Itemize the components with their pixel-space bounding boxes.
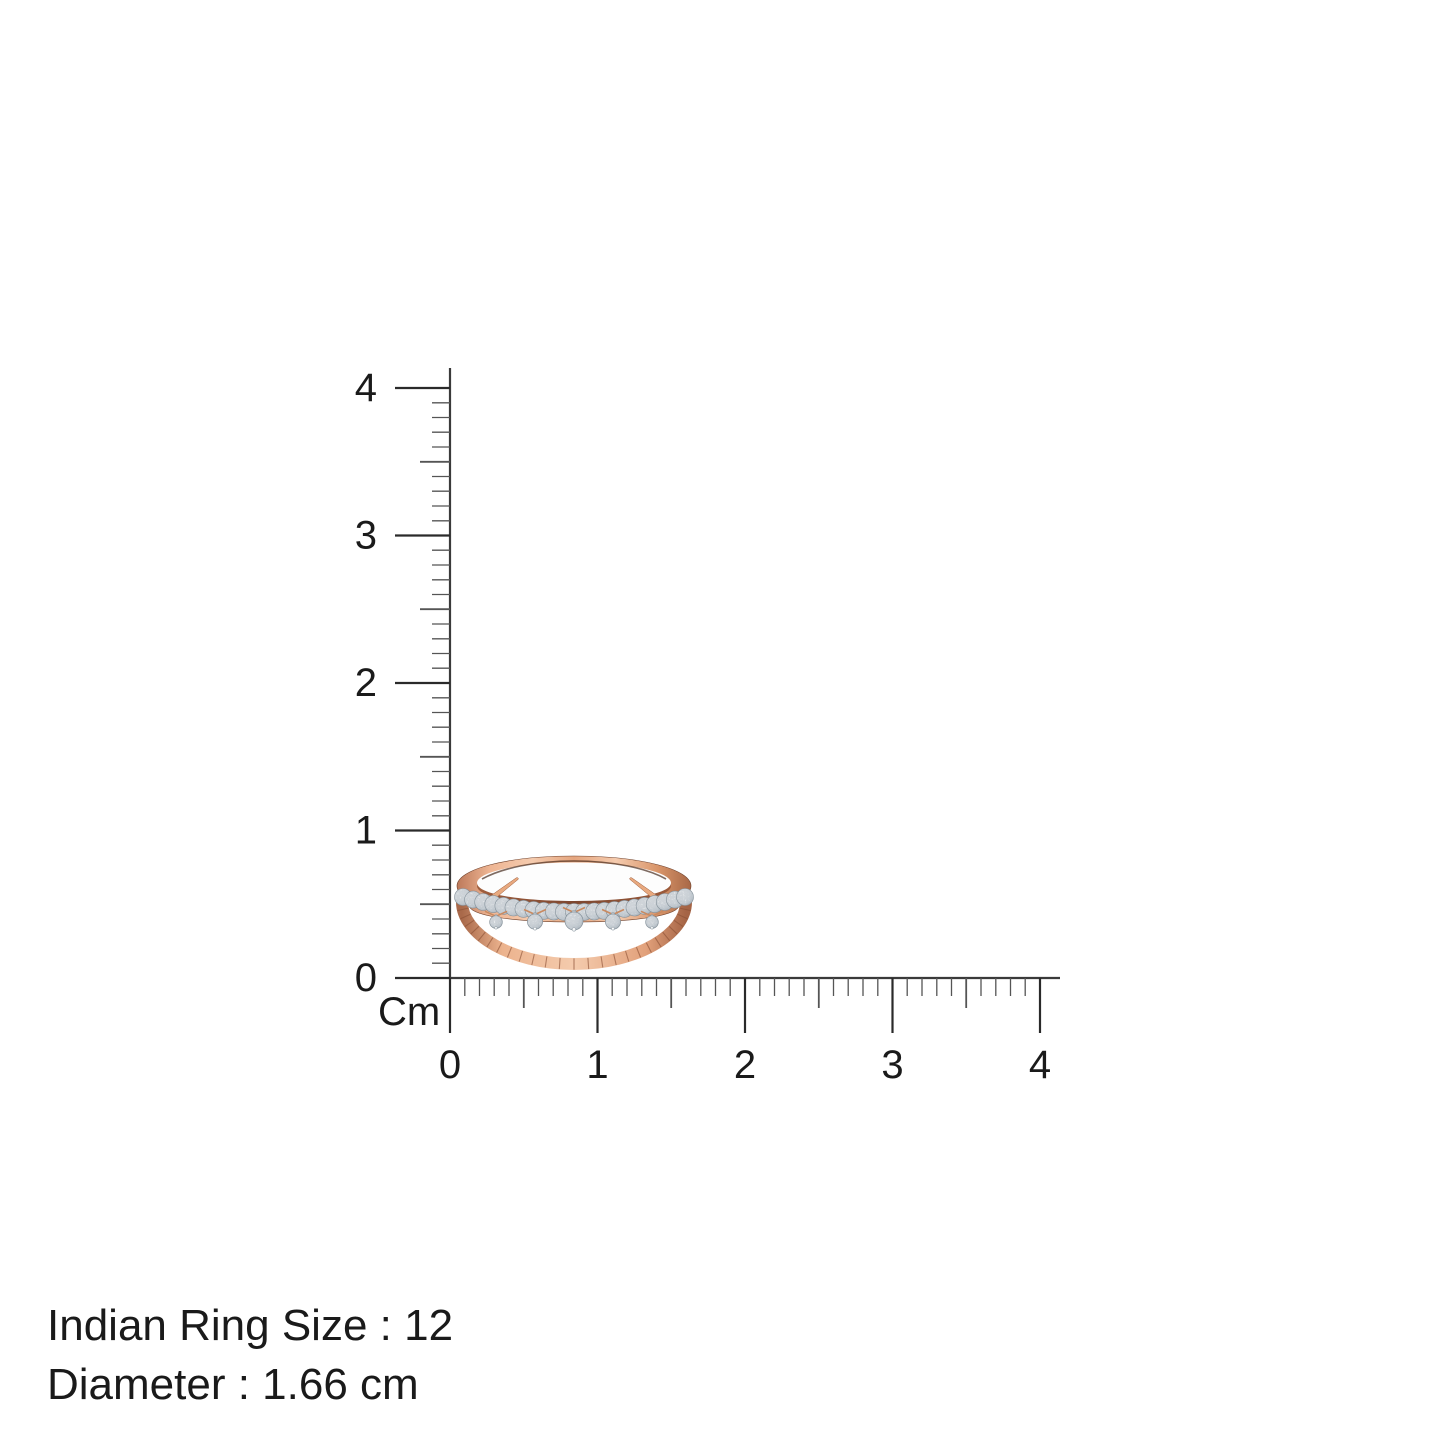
svg-text:Cm: Cm bbox=[378, 990, 440, 1034]
svg-text:4: 4 bbox=[1029, 1043, 1051, 1087]
svg-text:3: 3 bbox=[355, 514, 377, 558]
svg-text:1: 1 bbox=[355, 809, 377, 853]
svg-text:4: 4 bbox=[355, 366, 377, 410]
svg-text:0: 0 bbox=[355, 956, 377, 1000]
svg-text:0: 0 bbox=[439, 1043, 461, 1087]
svg-text:2: 2 bbox=[355, 661, 377, 705]
svg-text:2: 2 bbox=[734, 1043, 756, 1087]
svg-text:1: 1 bbox=[586, 1043, 608, 1087]
svg-text:3: 3 bbox=[881, 1043, 903, 1087]
